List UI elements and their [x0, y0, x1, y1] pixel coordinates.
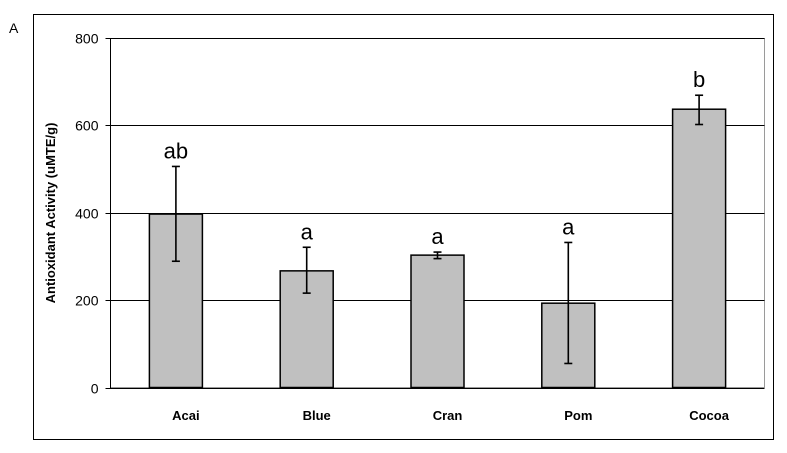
- y-tick-label: 200: [75, 293, 99, 309]
- significance-label-pom: a: [562, 214, 575, 239]
- bar-cocoa: [671, 108, 727, 389]
- x-category-label-cocoa: Cocoa: [689, 408, 730, 423]
- y-tick-label: 400: [75, 206, 99, 222]
- x-axis-category-labels: Acai Blue Cran Pom Cocoa: [172, 408, 730, 423]
- x-category-label-acai: Acai: [172, 408, 199, 423]
- significance-label-cran: a: [431, 224, 444, 249]
- x-category-label-pom: Pom: [564, 408, 592, 423]
- bar-cran: [410, 254, 465, 389]
- error-bars: [171, 94, 704, 365]
- significance-label-blue: a: [301, 219, 314, 244]
- y-axis-ticks: 0 200 400 600 800: [75, 31, 111, 397]
- y-tick-label: 600: [75, 118, 99, 134]
- x-category-label-blue: Blue: [303, 408, 331, 423]
- significance-label-acai: ab: [164, 138, 188, 163]
- y-tick-label: 0: [91, 381, 99, 397]
- panel-label: A: [9, 20, 19, 36]
- x-category-label-cran: Cran: [433, 408, 463, 423]
- significance-label-cocoa: b: [693, 67, 705, 92]
- y-axis-label: Antioxidant Activity (uMTE/g): [43, 123, 58, 304]
- y-tick-label: 800: [75, 31, 99, 47]
- significance-labels: aba a ab: [164, 67, 706, 249]
